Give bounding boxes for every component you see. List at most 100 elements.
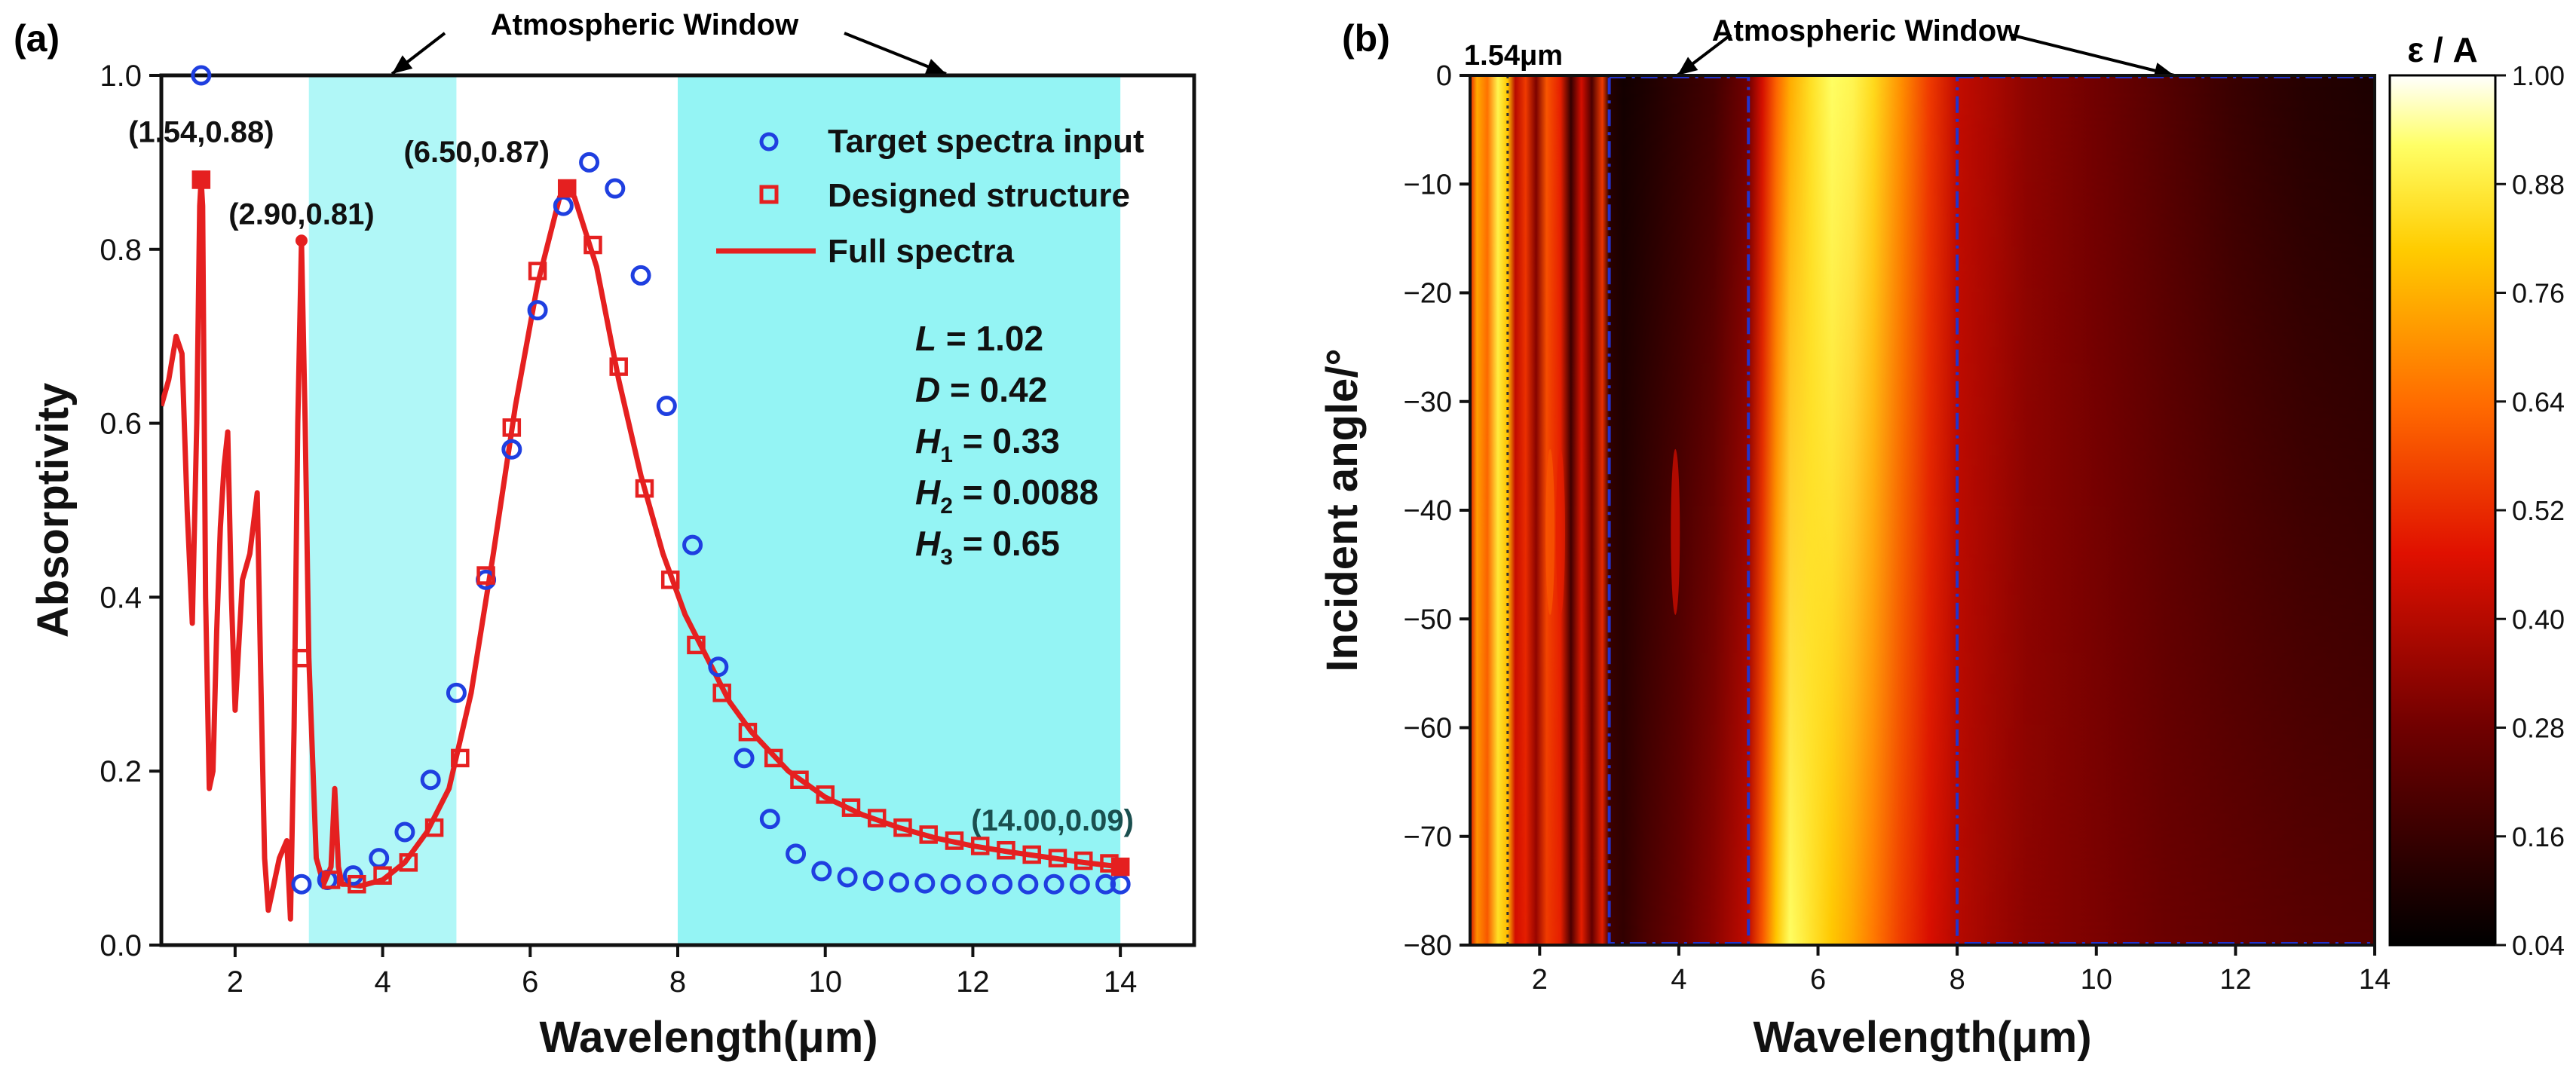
panel-a-x-label: Wavelength(μm): [539, 1013, 878, 1062]
legend-designed-label: Designed structure: [828, 177, 1130, 214]
panel-b-axes: 2 4 6 8 10 12 14 0 −10 −20 −30 −40 −50 −60 −70 −80: [1404, 60, 2391, 996]
colorbar-tick-label: 0.76: [2512, 278, 2565, 309]
colorbar-tick-label: 0.88: [2512, 169, 2565, 200]
target-point: [811, 861, 832, 882]
x-tick-label: 10: [808, 965, 842, 999]
y-tick-label: 0.8: [100, 234, 142, 267]
designed-point: [945, 831, 964, 850]
annotation-label: (2.90,0.81): [228, 197, 374, 231]
b-x-tick-label: 8: [1950, 964, 1965, 996]
b-x-tick-label: 14: [2359, 964, 2391, 996]
designed-point: [970, 837, 990, 855]
colorbar-tick-label: 0.28: [2512, 713, 2565, 744]
x-tick-label: 14: [1104, 965, 1138, 999]
designed-point: [997, 840, 1015, 860]
target-point: [191, 65, 212, 86]
colorbar: ε / A 1.00 0.88 0.76 0.64 0.52 0.40 0.28 0.16 0.…: [2388, 30, 2565, 961]
b-y-tick-label: −70: [1404, 821, 1452, 853]
b-y-tick-label: −10: [1404, 169, 1452, 200]
b-y-tick-label: −30: [1404, 387, 1452, 418]
annotation-label: (14.00,0.09): [971, 804, 1134, 837]
x-tick-label: 2: [227, 965, 244, 999]
b-x-tick-label: 10: [2081, 964, 2112, 996]
annotation-label: (1.54,0.88): [128, 115, 274, 148]
heatmap-top-layer: [1470, 75, 2375, 945]
highlight-point: [191, 170, 210, 189]
target-point: [837, 867, 858, 888]
target-point: [1069, 873, 1090, 895]
parameter-2: D = 0.42: [915, 370, 1047, 409]
target-point: [605, 178, 626, 199]
heatmap: [1470, 75, 2375, 945]
panel-a: (a) Atmospheric Window 2 4 6 8 10 12 14 0.0 0.2 0…: [14, 8, 1196, 1062]
target-point: [862, 870, 884, 892]
designed-point: [893, 818, 912, 837]
designed-point: [292, 648, 311, 668]
target-point: [394, 821, 415, 843]
colorbar-ramp: [2388, 74, 2497, 947]
b-x-tick-label: 4: [1671, 964, 1686, 996]
colorbar-tick-label: 0.40: [2512, 604, 2565, 635]
designed-point: [424, 818, 444, 837]
b-y-tick-label: −60: [1404, 713, 1452, 745]
b-y-tick-label: 0: [1436, 60, 1452, 92]
target-point: [527, 300, 548, 321]
b-atm-arrow-right-shaft: [2009, 33, 2175, 77]
atm-window-shading: [308, 75, 1121, 945]
designed-point: [919, 825, 938, 844]
target-point: [940, 873, 961, 895]
target-point: [1018, 873, 1039, 895]
parameter-1: L = 1.02: [915, 319, 1043, 358]
y-tick-label: 0.2: [100, 755, 142, 788]
designed-point: [841, 798, 861, 817]
designed-point: [660, 571, 680, 589]
legend-full-label: Full spectra: [828, 233, 1014, 270]
designed-point: [1074, 851, 1093, 870]
target-point: [914, 873, 936, 894]
structure-parameters: L = 1.02 D = 0.42 H1 = 0.33 H2 = 0.0088 H3 =…: [915, 319, 1098, 570]
designed-point: [738, 723, 758, 742]
parameter-5: H3 = 0.65: [915, 524, 1060, 570]
panel-b-y-label: Incident angle/°: [1318, 348, 1367, 672]
designed-point: [764, 748, 783, 768]
designed-point: [348, 874, 366, 894]
streak-2: [1545, 448, 1555, 615]
designed-point: [528, 262, 547, 280]
atm-arrow-left-head: [392, 55, 413, 74]
target-point: [966, 873, 987, 895]
streak-1: [1671, 448, 1680, 615]
b-x-tick-label: 2: [1532, 964, 1548, 996]
legend: Target spectra input Designed structure …: [716, 123, 1144, 270]
target-point: [734, 748, 755, 769]
designed-point: [687, 635, 706, 655]
b-x-tick-label: 12: [2219, 964, 2251, 996]
target-point: [579, 151, 600, 173]
target-point: [992, 873, 1013, 895]
target-point: [889, 872, 910, 893]
panel-a-atm-window-label: Atmospheric Window: [491, 8, 799, 41]
colorbar-ticks: 1.00 0.88 0.76 0.64 0.52 0.40 0.28 0.16 0.04: [2495, 60, 2565, 961]
b-y-tick-label: −80: [1404, 930, 1452, 962]
legend-target-label: Target spectra input: [828, 123, 1144, 160]
panel-a-y-label: Absorptivity: [29, 383, 78, 638]
x-tick-label: 6: [522, 965, 538, 999]
panel-b-label: (b): [1342, 17, 1390, 60]
colorbar-title: ε / A: [2407, 30, 2477, 69]
colorbar-tick-label: 0.04: [2512, 930, 2565, 961]
target-point: [630, 265, 651, 286]
legend-target-marker: [759, 132, 779, 151]
designed-point: [476, 566, 495, 585]
designed-point: [1022, 845, 1041, 864]
legend-designed-marker: [759, 185, 779, 204]
colorbar-tick-label: 1.00: [2512, 60, 2565, 91]
wavelength-marker-label: 1.54μm: [1464, 40, 1563, 72]
streak-3: [1556, 448, 1565, 615]
b-x-tick-label: 6: [1810, 964, 1826, 996]
atm-arrow-right-head: [924, 59, 946, 75]
target-point: [501, 439, 522, 460]
parameter-4: H2 = 0.0088: [915, 473, 1098, 519]
y-tick-label: 1.0: [100, 60, 142, 93]
designed-point: [867, 809, 887, 828]
annotation-label: (6.50,0.87): [403, 136, 549, 169]
